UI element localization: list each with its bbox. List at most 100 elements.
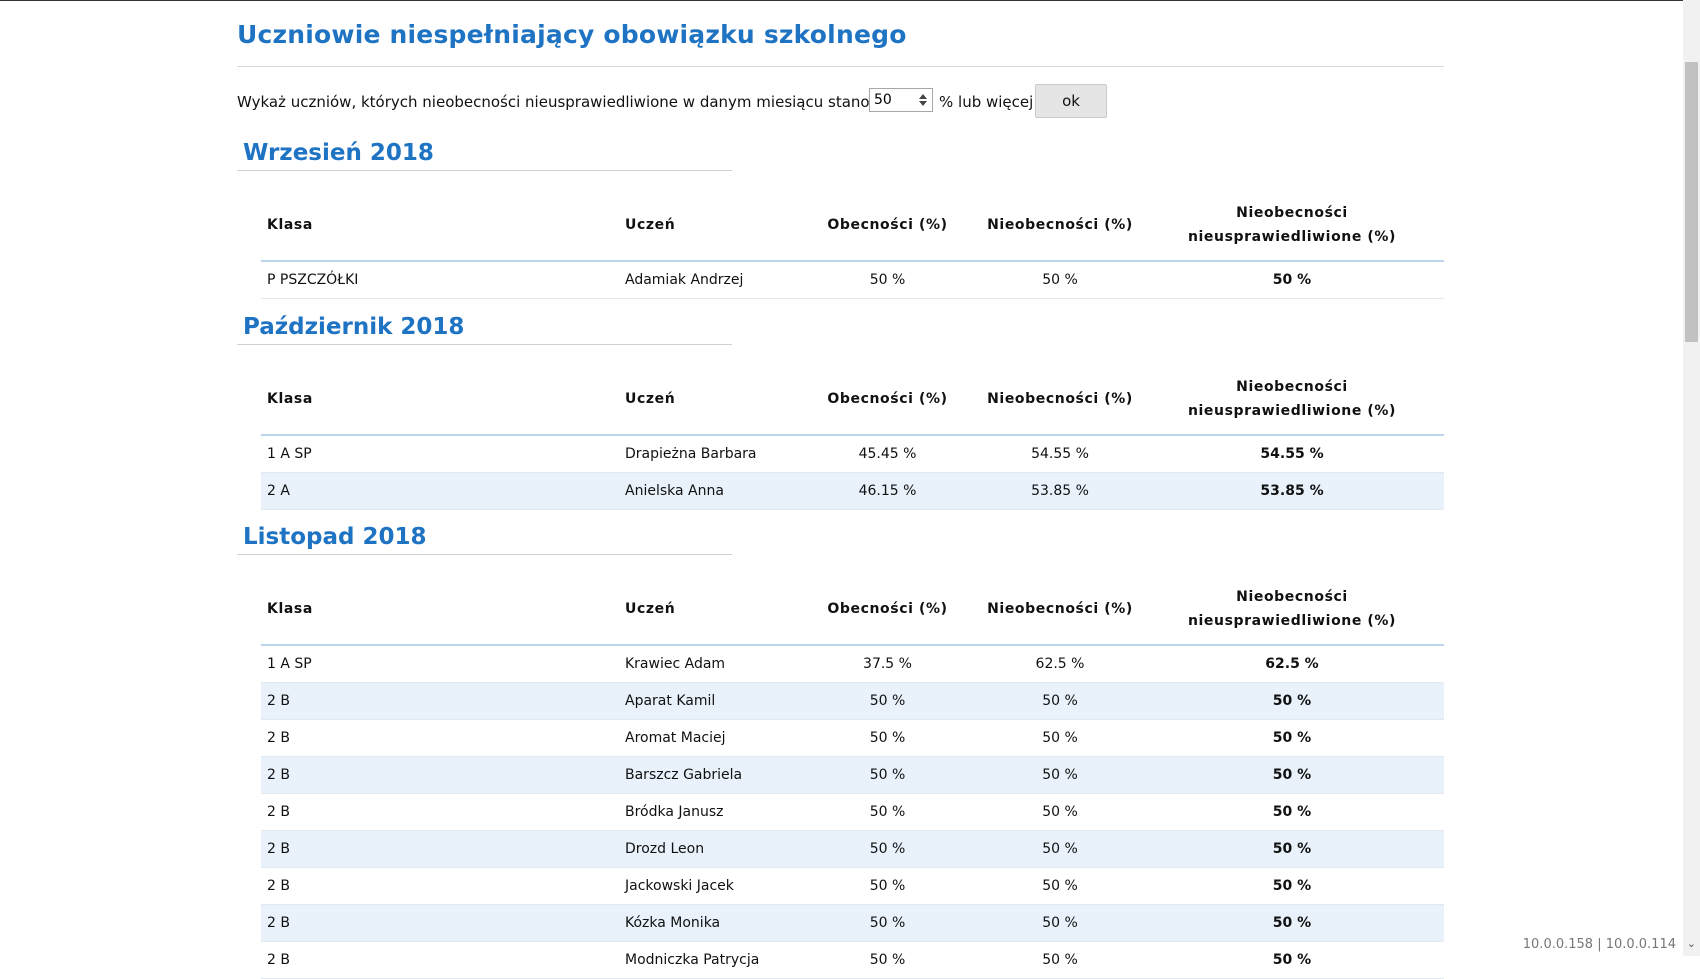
cell-nieobecnosci: 50 % [980,867,1140,905]
table-row: 1 A SP Krawiec Adam 37.5 % 62.5 % 62.5 % [261,645,1444,683]
spin-up-icon[interactable] [919,94,927,99]
col-header-klasa: Klasa [261,190,625,262]
cell-nieobecnosci: 50 % [980,756,1140,794]
table-row: 1 A SP Drapieżna Barbara 45.45 % 54.55 % 54.… [261,435,1444,473]
col-header-nieusprawiedliwione: Nieobecności nieusprawiedliwione (%) [1140,364,1444,436]
cell-uczen: Bródka Janusz [625,793,795,831]
cell-nieobecnosci: 50 % [980,261,1140,299]
col-header-nieobecnosci: Nieobecności (%) [980,364,1140,436]
cell-obecnosci: 50 % [795,904,980,942]
cell-klasa: 2 B [261,682,625,720]
cell-nieusprawiedliwione: 50 % [1140,904,1444,942]
cell-obecnosci: 50 % [795,867,980,905]
top-border [0,0,1700,1]
col-header-uczen: Uczeń [625,574,795,646]
cell-klasa: 2 B [261,867,625,905]
attendance-table: Klasa Uczeń Obecności (%) Nieobecności (… [261,574,1444,979]
cell-nieusprawiedliwione: 62.5 % [1140,645,1444,683]
spin-updown-icon[interactable] [916,92,930,108]
threshold-filter: Wykaż uczniów, których nieobecności nieu… [237,84,1444,118]
threshold-input-wrapper[interactable] [869,88,933,112]
cell-klasa: P PSZCZÓŁKI [261,261,625,299]
table-header-row: Klasa Uczeń Obecności (%) Nieobecności (… [261,364,1444,436]
table-row: P PSZCZÓŁKI Adamiak Andrzej 50 % 50 % 50 % [261,261,1444,299]
cell-klasa: 2 A [261,472,625,510]
col-header-nieusp-line2: nieusprawiedliwione (%) [1187,403,1397,419]
filter-suffix-label: % lub więcej [939,93,1034,111]
table-header-row: Klasa Uczeń Obecności (%) Nieobecności (… [261,574,1444,646]
table-row: 2 B Modniczka Patrycja 50 % 50 % 50 % [261,941,1444,979]
cell-nieobecnosci: 50 % [980,719,1140,757]
col-header-nieusp-line1: Nieobecności [1236,589,1348,605]
cell-uczen: Barszcz Gabriela [625,756,795,794]
month-divider [237,344,732,345]
month-divider [237,554,732,555]
col-header-nieobecnosci: Nieobecności (%) [980,190,1140,262]
cell-uczen: Aparat Kamil [625,682,795,720]
cell-klasa: 2 B [261,793,625,831]
cell-klasa: 1 A SP [261,645,625,683]
cell-nieusprawiedliwione: 50 % [1140,793,1444,831]
cell-nieusprawiedliwione: 50 % [1140,719,1444,757]
table-row: 2 A Anielska Anna 46.15 % 53.85 % 53.85 % [261,472,1444,510]
cell-obecnosci: 45.45 % [795,435,980,473]
col-header-nieusprawiedliwione: Nieobecności nieusprawiedliwione (%) [1140,574,1444,646]
cell-obecnosci: 50 % [795,261,980,299]
col-header-obecnosci: Obecności (%) [795,574,980,646]
chevron-down-icon[interactable]: ⌄ [1686,937,1696,950]
cell-uczen: Krawiec Adam [625,645,795,683]
page-title: Uczniowie niespełniający obowiązku szkol… [237,20,907,49]
col-header-uczen: Uczeń [625,364,795,436]
cell-nieusprawiedliwione: 50 % [1140,261,1444,299]
cell-nieobecnosci: 50 % [980,904,1140,942]
spin-down-icon[interactable] [919,101,927,106]
cell-nieusprawiedliwione: 50 % [1140,867,1444,905]
attendance-table: Klasa Uczeń Obecności (%) Nieobecności (… [261,364,1444,510]
col-header-uczen: Uczeń [625,190,795,262]
cell-obecnosci: 50 % [795,830,980,868]
cell-obecnosci: 50 % [795,682,980,720]
cell-obecnosci: 46.15 % [795,472,980,510]
cell-nieobecnosci: 54.55 % [980,435,1140,473]
cell-klasa: 2 B [261,904,625,942]
ok-button[interactable]: ok [1035,84,1107,118]
col-header-nieobecnosci: Nieobecności (%) [980,574,1140,646]
cell-obecnosci: 37.5 % [795,645,980,683]
col-header-obecnosci: Obecności (%) [795,364,980,436]
cell-klasa: 1 A SP [261,435,625,473]
cell-klasa: 2 B [261,719,625,757]
table-header-row: Klasa Uczeń Obecności (%) Nieobecności (… [261,190,1444,262]
server-status-text: 10.0.0.158 | 10.0.0.114 [1522,937,1676,952]
cell-uczen: Drapieżna Barbara [625,435,795,473]
col-header-nieusp-line2: nieusprawiedliwione (%) [1187,613,1397,629]
month-divider [237,170,732,171]
col-header-nieusp-line1: Nieobecności [1236,379,1348,395]
table-row: 2 B Barszcz Gabriela 50 % 50 % 50 % [261,756,1444,794]
cell-klasa: 2 B [261,941,625,979]
cell-nieobecnosci: 50 % [980,793,1140,831]
cell-nieusprawiedliwione: 50 % [1140,941,1444,979]
filter-prefix-label: Wykaż uczniów, których nieobecności nieu… [237,93,896,111]
cell-uczen: Modniczka Patrycja [625,941,795,979]
col-header-klasa: Klasa [261,364,625,436]
month-heading: Listopad 2018 [243,524,427,550]
cell-nieusprawiedliwione: 54.55 % [1140,435,1444,473]
vertical-scrollbar[interactable] [1683,0,1700,956]
month-heading: Październik 2018 [243,314,465,340]
cell-uczen: Aromat Maciej [625,719,795,757]
col-header-obecnosci: Obecności (%) [795,190,980,262]
cell-nieusprawiedliwione: 53.85 % [1140,472,1444,510]
scrollbar-thumb[interactable] [1685,62,1698,342]
cell-uczen: Kózka Monika [625,904,795,942]
cell-nieobecnosci: 50 % [980,941,1140,979]
table-row: 2 B Kózka Monika 50 % 50 % 50 % [261,904,1444,942]
cell-uczen: Drozd Leon [625,830,795,868]
title-divider [237,66,1444,67]
threshold-input[interactable] [871,90,914,110]
cell-nieusprawiedliwione: 50 % [1140,830,1444,868]
col-header-nieusp-line2: nieusprawiedliwione (%) [1187,229,1397,245]
table-row: 2 B Aparat Kamil 50 % 50 % 50 % [261,682,1444,720]
attendance-table: Klasa Uczeń Obecności (%) Nieobecności (… [261,190,1444,299]
col-header-nieusprawiedliwione: Nieobecności nieusprawiedliwione (%) [1140,190,1444,262]
cell-nieobecnosci: 62.5 % [980,645,1140,683]
